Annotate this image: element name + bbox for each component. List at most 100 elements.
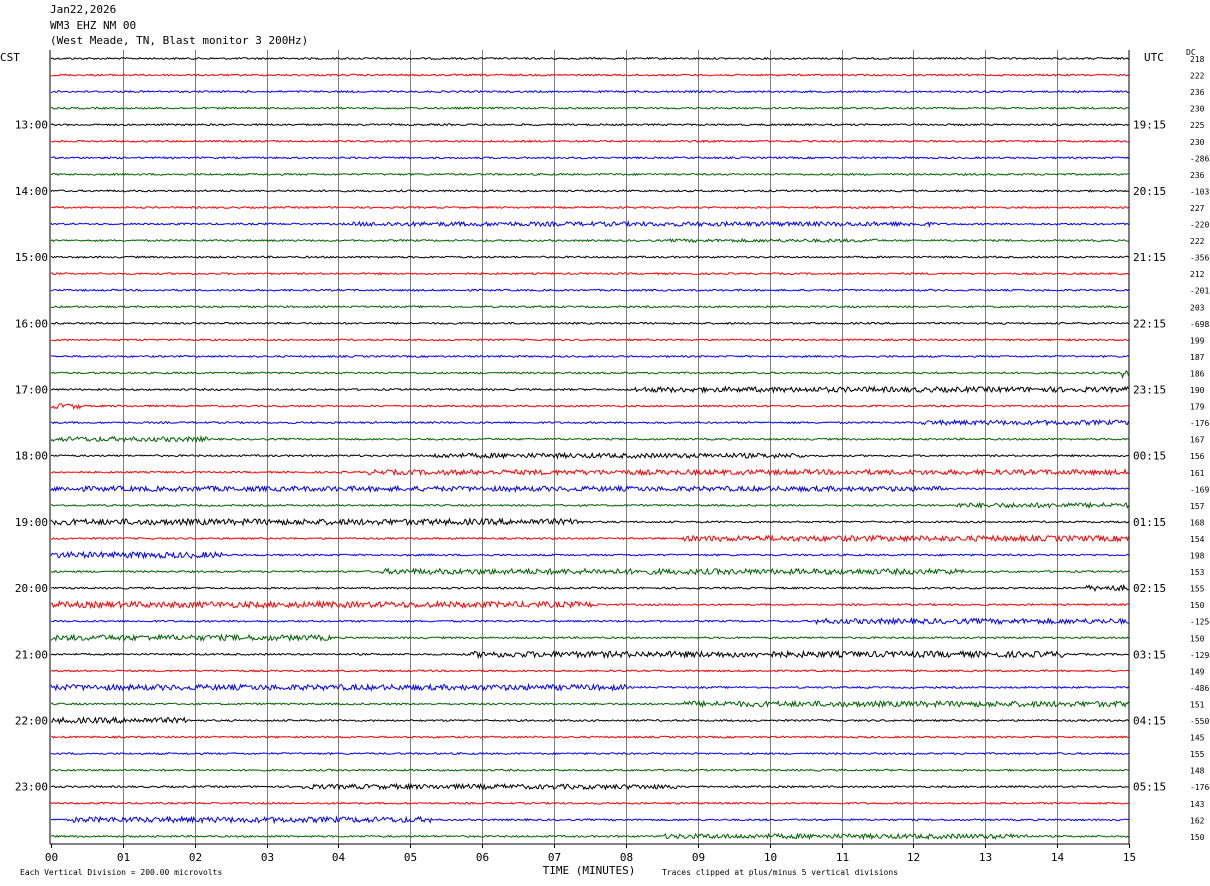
scale-note: Each Vertical Division = 200.00 microvol… <box>20 868 222 877</box>
x-tick-label: 11 <box>836 851 849 864</box>
dc-offset-value: 227 <box>1190 204 1205 213</box>
utc-hour-label: 22:15 <box>1133 317 1166 330</box>
dc-offset-value: -356 <box>1190 254 1209 263</box>
x-tick-label: 03 <box>261 851 274 864</box>
dc-offset-value: 236 <box>1190 88 1205 97</box>
dc-column-header: DC <box>1186 48 1196 57</box>
seismic-trace <box>50 354 1129 359</box>
utc-hour-label: 23:15 <box>1133 384 1166 397</box>
dc-offset-value: -201 <box>1190 287 1209 296</box>
seismic-trace <box>50 599 1129 610</box>
dc-offset-value: 150 <box>1190 601 1205 610</box>
x-tick-label: 06 <box>476 851 489 864</box>
cst-hour-label: 13:00 <box>15 119 48 132</box>
seismic-trace <box>50 321 1129 325</box>
x-tick-label: 12 <box>907 851 920 864</box>
dc-offset-value: 155 <box>1190 585 1205 594</box>
dc-offset-value: -698 <box>1190 320 1209 329</box>
dc-offset-value: 162 <box>1190 816 1205 825</box>
seismic-trace <box>50 501 1130 510</box>
dc-offset-value: 145 <box>1190 734 1205 743</box>
dc-offset-value: 161 <box>1190 469 1205 478</box>
seismic-trace <box>50 418 1130 427</box>
utc-hour-label: 01:15 <box>1133 516 1166 529</box>
dc-offset-value: 230 <box>1190 105 1205 114</box>
station-description: (West Meade, TN, Blast monitor 3 200Hz) <box>50 34 309 47</box>
seismic-trace <box>50 205 1129 210</box>
seismic-trace <box>50 715 1129 725</box>
cst-hour-label: 17:00 <box>15 384 48 397</box>
x-tick-label: 04 <box>332 851 346 864</box>
seismic-trace <box>50 616 1129 626</box>
cst-hour-label: 22:00 <box>15 715 48 728</box>
utc-hour-label: 21:15 <box>1133 251 1166 264</box>
dc-offset-value: -176 <box>1190 419 1209 428</box>
seismic-trace <box>50 370 1130 380</box>
seismic-trace <box>50 583 1129 592</box>
x-tick-label: 02 <box>189 851 202 864</box>
seismic-trace <box>50 172 1129 177</box>
dc-offset-value: 222 <box>1190 237 1205 246</box>
dc-offset-value: -550 <box>1190 717 1209 726</box>
dc-offset-value: 225 <box>1190 121 1205 130</box>
seismic-trace <box>50 403 1129 410</box>
seismic-trace <box>50 567 1129 577</box>
cst-hour-label: 19:00 <box>15 516 48 529</box>
dc-offset-value: 186 <box>1190 369 1205 378</box>
seismic-trace <box>50 768 1129 772</box>
right-timezone-label: UTC <box>1144 51 1164 64</box>
x-tick-label: 15 <box>1123 851 1136 864</box>
dc-offset-value: 143 <box>1190 800 1205 809</box>
utc-hour-label: 19:15 <box>1133 119 1166 132</box>
seismic-trace <box>50 801 1129 805</box>
dc-offset-value: 212 <box>1190 270 1205 279</box>
dc-offset-value: 187 <box>1190 353 1205 362</box>
dc-offset-value: 153 <box>1190 568 1205 577</box>
seismic-trace <box>50 139 1129 143</box>
seismic-trace <box>50 89 1129 94</box>
seismic-trace <box>50 73 1129 77</box>
cst-hour-label: 15:00 <box>15 251 48 264</box>
seismic-trace <box>50 237 1129 244</box>
x-tick-label: 13 <box>979 851 992 864</box>
x-tick-label: 10 <box>764 851 777 864</box>
cst-hour-label: 23:00 <box>15 781 48 794</box>
dc-offset-value: 218 <box>1190 55 1205 64</box>
seismic-trace <box>50 669 1129 673</box>
seismic-trace <box>50 751 1129 756</box>
dc-offset-value: 156 <box>1190 452 1205 461</box>
dc-offset-value: 167 <box>1190 436 1205 445</box>
dc-offset-value: 230 <box>1190 138 1205 147</box>
dc-offset-value: -220 <box>1190 221 1209 230</box>
seismic-trace <box>50 338 1129 342</box>
date-label: Jan22,2026 <box>50 3 117 16</box>
seismic-trace <box>50 484 1129 494</box>
clip-note: Traces clipped at plus/minus 5 vertical … <box>662 868 898 877</box>
utc-hour-label: 03:15 <box>1133 648 1166 661</box>
dc-offset-value: 236 <box>1190 171 1205 180</box>
seismic-trace <box>50 385 1129 394</box>
dc-offset-value: -1035 <box>1190 187 1210 196</box>
dc-offset-value: 154 <box>1190 535 1205 544</box>
seismic-trace <box>50 435 1129 444</box>
utc-hour-label: 04:15 <box>1133 715 1166 728</box>
x-tick-label: 07 <box>548 851 561 864</box>
left-timezone-label: CST <box>0 51 20 64</box>
seismic-trace <box>50 123 1129 127</box>
utc-hour-label: 20:15 <box>1133 185 1166 198</box>
dc-offset-value: 199 <box>1190 336 1205 345</box>
station-label: WM3 EHZ NM 00 <box>50 19 137 32</box>
seismic-trace <box>50 271 1129 276</box>
seismic-trace <box>50 255 1129 259</box>
seismic-trace <box>50 106 1129 110</box>
dc-offset-value: 190 <box>1190 386 1205 395</box>
dc-offset-value: -486 <box>1190 684 1209 693</box>
seismic-trace <box>50 189 1129 193</box>
dc-offset-value: 168 <box>1190 518 1205 527</box>
dc-offset-value: 222 <box>1190 72 1205 81</box>
seismic-trace <box>50 682 1129 692</box>
dc-offset-value: 150 <box>1190 634 1205 643</box>
seismic-trace <box>50 550 1129 560</box>
dc-offset-value: 157 <box>1190 502 1205 511</box>
